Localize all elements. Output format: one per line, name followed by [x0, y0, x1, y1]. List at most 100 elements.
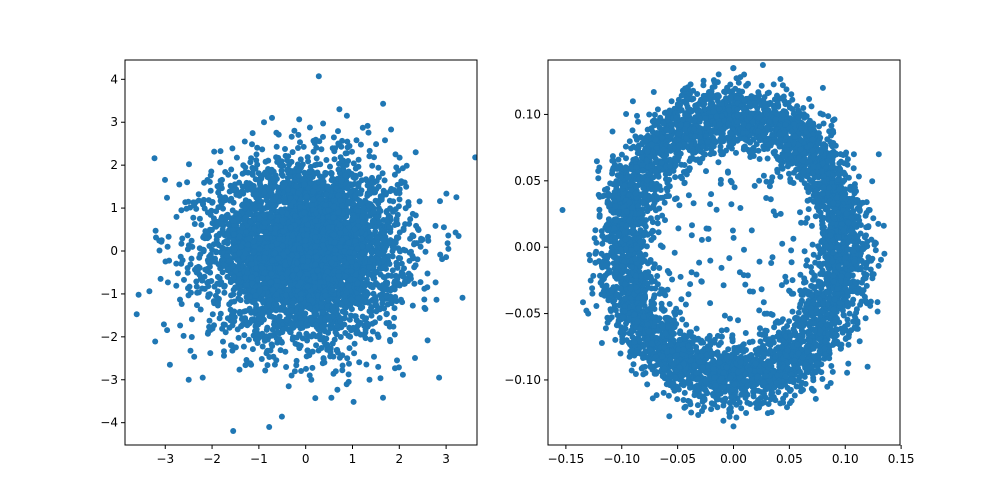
scatter-point	[242, 362, 249, 369]
scatter-point	[309, 364, 316, 371]
scatter-point	[151, 155, 158, 162]
scatter-point	[444, 240, 451, 247]
scatter-point	[206, 317, 213, 324]
scatter-point	[303, 263, 310, 270]
scatter-point	[277, 347, 284, 354]
scatter-point	[407, 272, 414, 279]
scatter-point	[369, 174, 375, 181]
scatter-point	[355, 294, 362, 301]
scatter-point	[332, 368, 339, 375]
scatter-point	[373, 308, 380, 315]
scatter-point	[245, 336, 252, 343]
scatter-point	[296, 331, 303, 338]
scatter-point	[354, 280, 361, 287]
scatter-point	[228, 166, 235, 173]
scatter-point	[329, 340, 336, 347]
scatter-point	[244, 241, 251, 248]
scatter-point	[152, 227, 159, 234]
scatter-point	[383, 190, 389, 196]
scatter-point	[350, 398, 357, 405]
scatter-point	[232, 267, 239, 274]
scatter-point	[323, 335, 330, 342]
scatter-point	[287, 202, 294, 209]
scatter-point	[377, 375, 384, 382]
scatter-point	[330, 214, 337, 221]
scatter-point	[185, 242, 192, 249]
scatter-point	[422, 248, 429, 255]
scatter-point	[358, 200, 365, 207]
scatter-point	[359, 243, 366, 250]
scatter-point	[304, 337, 311, 344]
scatter-point	[198, 221, 205, 228]
scatter-point	[230, 187, 237, 194]
scatter-point	[400, 273, 407, 280]
scatter-point	[338, 282, 344, 288]
scatter-point	[178, 207, 185, 214]
scatter-point	[402, 221, 409, 228]
scatter-point	[325, 207, 332, 214]
scatter-point	[248, 274, 255, 281]
scatter-point	[313, 210, 319, 217]
scatter-point	[217, 159, 224, 166]
scatter-point	[304, 283, 311, 290]
scatter-point	[227, 182, 234, 189]
scatter-point	[343, 219, 350, 226]
scatter-point	[283, 298, 290, 305]
scatter-point	[304, 258, 311, 265]
scatter-point	[293, 183, 300, 190]
scatter-point	[364, 177, 371, 184]
scatter-point	[352, 165, 359, 172]
scatter-point	[362, 326, 369, 333]
scatter-point	[253, 326, 260, 333]
scatter-point	[310, 148, 317, 155]
scatter-point	[173, 282, 180, 289]
scatter-point	[288, 321, 295, 328]
scatter-point	[314, 267, 321, 274]
scatter-point	[374, 249, 381, 256]
scatter-point	[187, 261, 194, 268]
scatter-point	[221, 283, 228, 290]
scatter-point	[216, 315, 223, 322]
scatter-point	[377, 271, 384, 278]
scatter-point	[230, 218, 237, 224]
scatter-point	[351, 340, 358, 347]
scatter-point	[133, 311, 140, 318]
scatter-point	[273, 154, 280, 161]
scatter-point	[391, 305, 398, 312]
scatter-point	[287, 224, 294, 231]
scatter-point	[246, 305, 253, 312]
scatter-point	[317, 196, 324, 203]
scatter-point	[187, 347, 194, 354]
scatter-point	[375, 200, 382, 207]
scatter-point	[206, 263, 213, 270]
scatter-point	[297, 295, 304, 302]
scatter-point	[389, 267, 396, 274]
scatter-point	[194, 289, 201, 296]
scatter-point	[242, 274, 249, 281]
scatter-point	[304, 154, 311, 161]
scatter-point	[424, 270, 431, 277]
scatter-point	[361, 290, 368, 297]
scatter-point	[238, 243, 245, 250]
scatter-point	[201, 179, 208, 186]
scatter-point	[231, 298, 238, 305]
scatter-point	[214, 288, 221, 295]
scatter-point	[280, 251, 287, 258]
scatter-point	[319, 323, 326, 330]
scatter-point	[197, 306, 204, 313]
scatter-point	[304, 271, 311, 277]
scatter-point	[365, 129, 372, 136]
scatter-point	[366, 182, 373, 189]
scatter-point	[261, 254, 268, 261]
scatter-point	[312, 136, 319, 143]
scatter-point	[410, 255, 417, 261]
scatter-point	[249, 141, 255, 148]
scatter-point	[348, 296, 355, 303]
scatter-point	[424, 284, 431, 291]
scatter-point	[320, 309, 326, 316]
scatter-point	[231, 246, 238, 253]
scatter-point	[272, 225, 279, 232]
scatter-point	[407, 216, 414, 223]
scatter-point	[381, 305, 388, 312]
scatter-point	[391, 314, 398, 321]
